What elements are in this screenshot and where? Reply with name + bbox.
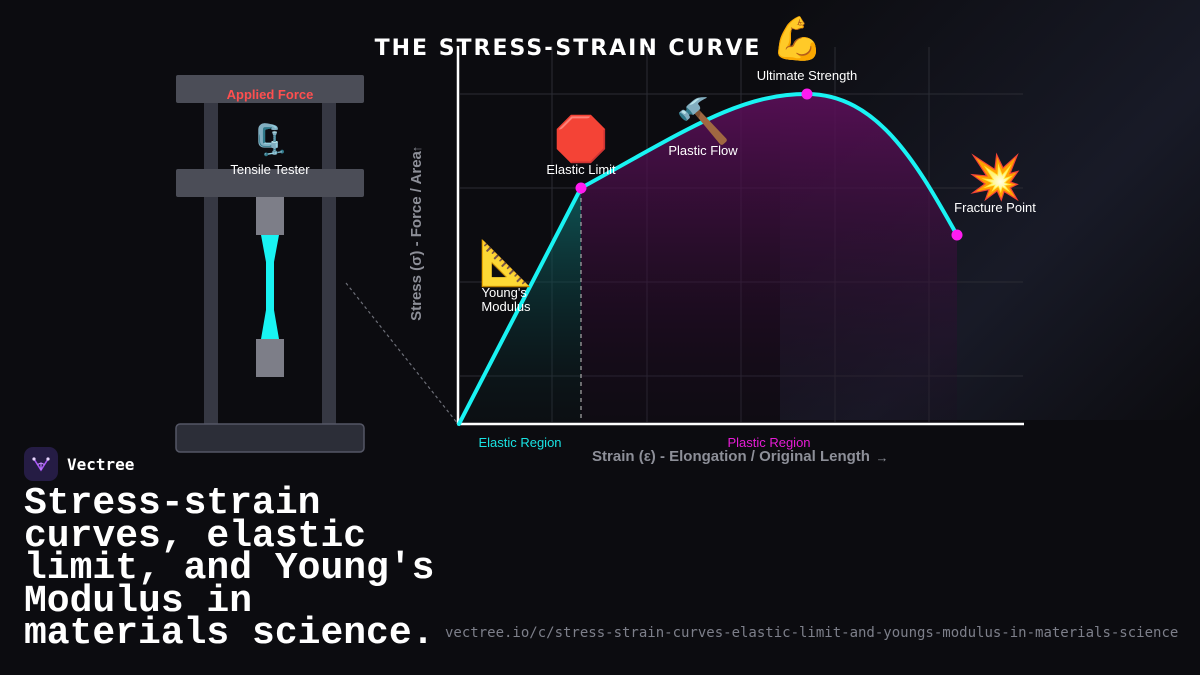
top-crosshead [176, 75, 364, 103]
brand: Vectree [24, 447, 134, 481]
tensile-tester: Applied Force 🗜️ Tensile Tester [175, 75, 365, 453]
youngs-modulus-line-1: Young's [481, 285, 527, 300]
elastic-limit-point [575, 182, 587, 194]
x-axis-arrow: → [876, 450, 889, 465]
logo-mark [32, 457, 50, 472]
flexed-biceps-icon: 💪 [771, 14, 826, 63]
triangular-ruler-icon: 📐 [479, 238, 534, 288]
applied-force-label: Applied Force [227, 87, 314, 102]
elastic-limit-label: Elastic Limit [546, 162, 616, 177]
headline: Stress-strain curves, elastic limit, and… [24, 482, 435, 655]
vectree-logo-icon [24, 447, 58, 481]
hammer-icon: 🔨 [676, 96, 731, 146]
specimen [261, 235, 279, 339]
diagram-title: THE STRESS-STRAIN CURVE 💪 [0, 14, 1200, 66]
plastic-region-fill [581, 94, 957, 424]
y-axis-arrow: ↑ [409, 146, 424, 153]
right-column [322, 103, 336, 425]
youngs-modulus-label: Young's Modulus [481, 285, 531, 314]
ultimate-strength-point [801, 88, 813, 100]
lower-grip [256, 339, 284, 377]
left-column [204, 103, 218, 425]
stop-sign-icon: 🛑 [554, 114, 609, 164]
fracture-point-label: Fracture Point [954, 200, 1036, 215]
explosion-icon: 💥 [968, 152, 1023, 203]
moving-crosshead [176, 169, 364, 197]
fracture-point-marker [951, 229, 963, 241]
machine-base [175, 423, 365, 453]
elastic-region-label: Elastic Region [478, 435, 561, 450]
title-text: THE STRESS-STRAIN CURVE [374, 36, 762, 61]
plastic-region-label: Plastic Region [727, 435, 810, 450]
brand-name: Vectree [67, 454, 135, 474]
page-url[interactable]: vectree.io/c/stress-strain-curves-elasti… [445, 625, 1179, 641]
ultimate-strength-label: Ultimate Strength [757, 68, 857, 83]
plastic-flow-label: Plastic Flow [668, 143, 738, 158]
upper-grip [256, 197, 284, 235]
x-axis-title: Strain (ε) - Elongation / Original Lengt… [592, 448, 870, 465]
connector-line [345, 282, 459, 425]
clamp-icon: 🗜️ [251, 122, 288, 157]
youngs-modulus-line-2: Modulus [481, 299, 531, 314]
tensile-tester-label: Tensile Tester [230, 162, 310, 177]
y-axis-title: Stress (σ) - Force / Area [408, 150, 425, 320]
